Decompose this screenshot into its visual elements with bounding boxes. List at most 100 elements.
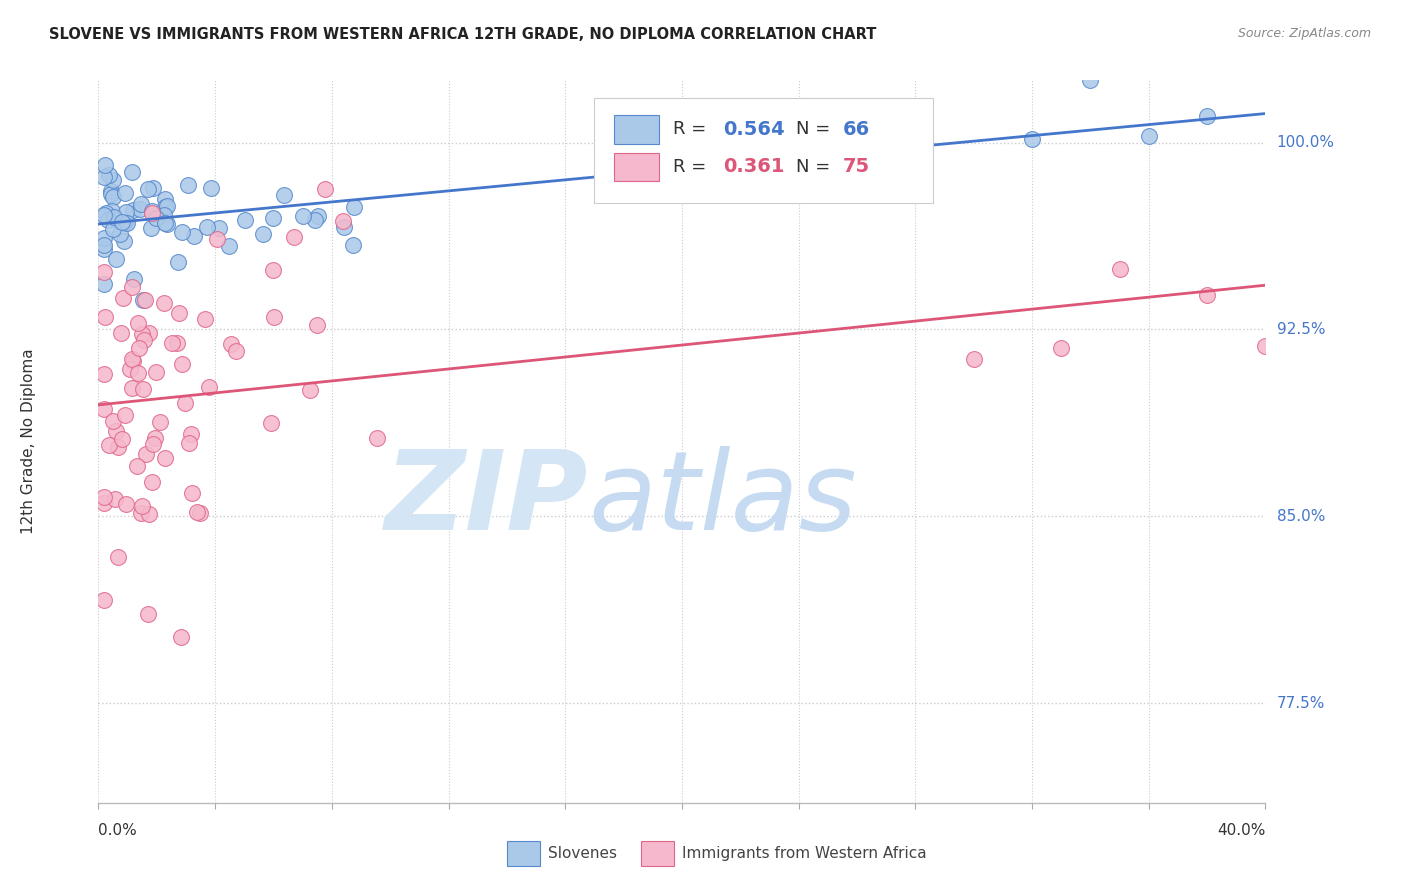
Point [174,396,197,410]
Text: 40.0%: 40.0% [1218,822,1265,838]
Point [167,306,190,320]
Point [273,187,295,202]
Point [153,208,176,222]
Point [145,211,167,226]
Point [307,318,329,332]
Point [314,181,336,195]
Point [183,228,205,243]
Point [141,203,163,218]
Point [114,186,136,200]
Point [132,382,155,396]
Point [97,212,120,227]
Point [153,215,176,229]
Point [127,316,149,330]
Point [110,326,132,340]
Point [101,204,124,219]
Point [93,496,115,510]
Point [142,180,165,194]
Point [138,508,160,522]
Point [219,337,242,351]
Point [177,435,200,450]
Point [114,408,136,422]
Text: N =: N = [796,120,837,138]
Text: R =: R = [672,158,711,176]
Point [292,209,315,223]
Point [115,497,138,511]
Text: N =: N = [796,158,837,176]
Point [93,237,115,252]
Bar [508,841,540,866]
Point [104,252,127,266]
Text: 0.361: 0.361 [723,158,785,177]
Point [93,401,115,416]
Point [198,380,221,394]
Text: 12th Grade, No Diploma: 12th Grade, No Diploma [21,349,37,534]
Point [304,213,326,227]
Point [1108,262,1130,277]
Point [142,436,165,450]
Point [194,311,217,326]
Point [136,182,159,196]
Point [104,424,127,438]
Point [131,499,153,513]
Point [160,335,183,350]
Point [101,190,124,204]
Point [180,426,202,441]
Point [129,197,152,211]
Point [225,344,247,359]
Point [128,342,150,356]
Point [263,211,285,225]
Text: Source: ZipAtlas.com: Source: ZipAtlas.com [1237,27,1371,40]
Point [101,414,124,428]
Point [93,230,115,244]
Point [93,277,115,292]
FancyBboxPatch shape [595,98,932,203]
Point [93,208,115,222]
Point [200,181,222,195]
Point [93,490,115,504]
Point [307,209,329,223]
Bar [641,841,673,866]
Point [143,431,166,445]
Point [103,173,125,187]
Point [186,504,208,518]
Point [103,222,125,236]
Point [333,219,356,234]
Point [260,416,283,430]
Point [343,200,366,214]
Point [93,265,115,279]
Point [172,358,194,372]
Point [155,450,177,465]
Point [94,205,117,219]
Point [94,310,117,325]
Point [218,239,240,253]
Text: 0.0%: 0.0% [98,822,138,838]
Point [103,210,125,224]
Point [136,607,159,622]
Point [121,165,143,179]
Point [94,158,117,172]
Text: 92.5%: 92.5% [1277,322,1324,337]
Text: Immigrants from Western Africa: Immigrants from Western Africa [682,846,927,861]
Text: ZIP: ZIP [385,446,589,553]
Text: 75: 75 [844,158,870,177]
Text: 100.0%: 100.0% [1277,135,1334,150]
Point [93,242,115,256]
Point [208,221,231,235]
Point [149,415,172,429]
Point [252,227,274,241]
Point [121,381,143,395]
Point [121,351,143,366]
Point [93,170,115,185]
Point [131,326,153,341]
Point [129,506,152,520]
Text: 85.0%: 85.0% [1277,508,1324,524]
Text: 0.564: 0.564 [723,120,785,139]
Point [93,368,115,382]
Point [153,192,176,206]
Point [107,440,129,454]
Point [114,216,136,230]
Point [104,492,127,507]
Point [110,215,132,229]
Point [121,279,143,293]
